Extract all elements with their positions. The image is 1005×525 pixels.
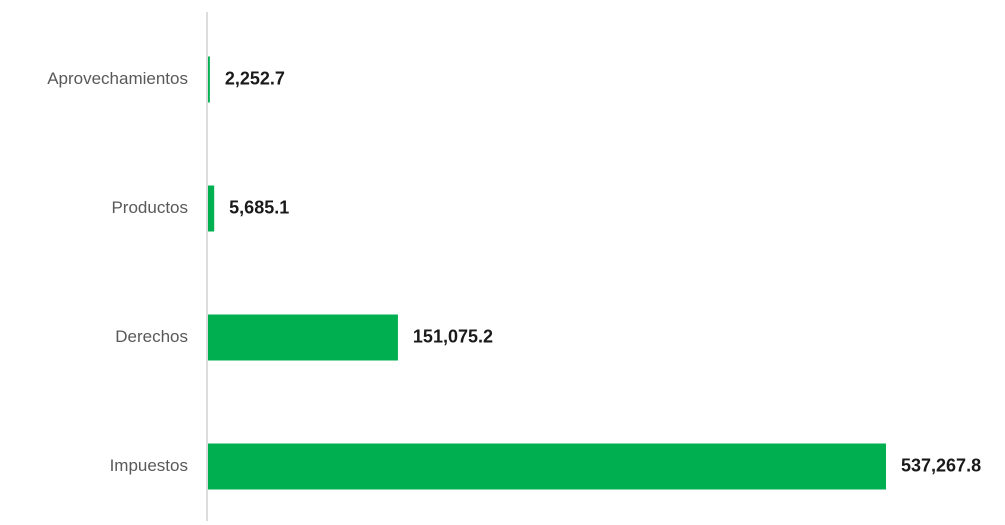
value-label: 2,252.7 (225, 68, 285, 88)
value-label: 537,267.8 (901, 455, 981, 475)
y-tick-label: Impuestos (110, 456, 188, 475)
bar (208, 443, 886, 490)
value-label: 5,685.1 (229, 197, 289, 217)
bar (208, 314, 398, 361)
value-label: 151,075.2 (413, 326, 493, 346)
y-tick-label: Derechos (115, 327, 188, 346)
y-tick-label: Aprovechamientos (47, 69, 188, 88)
bar (208, 185, 215, 232)
y-tick-label: Productos (111, 198, 188, 217)
bar (208, 56, 210, 103)
